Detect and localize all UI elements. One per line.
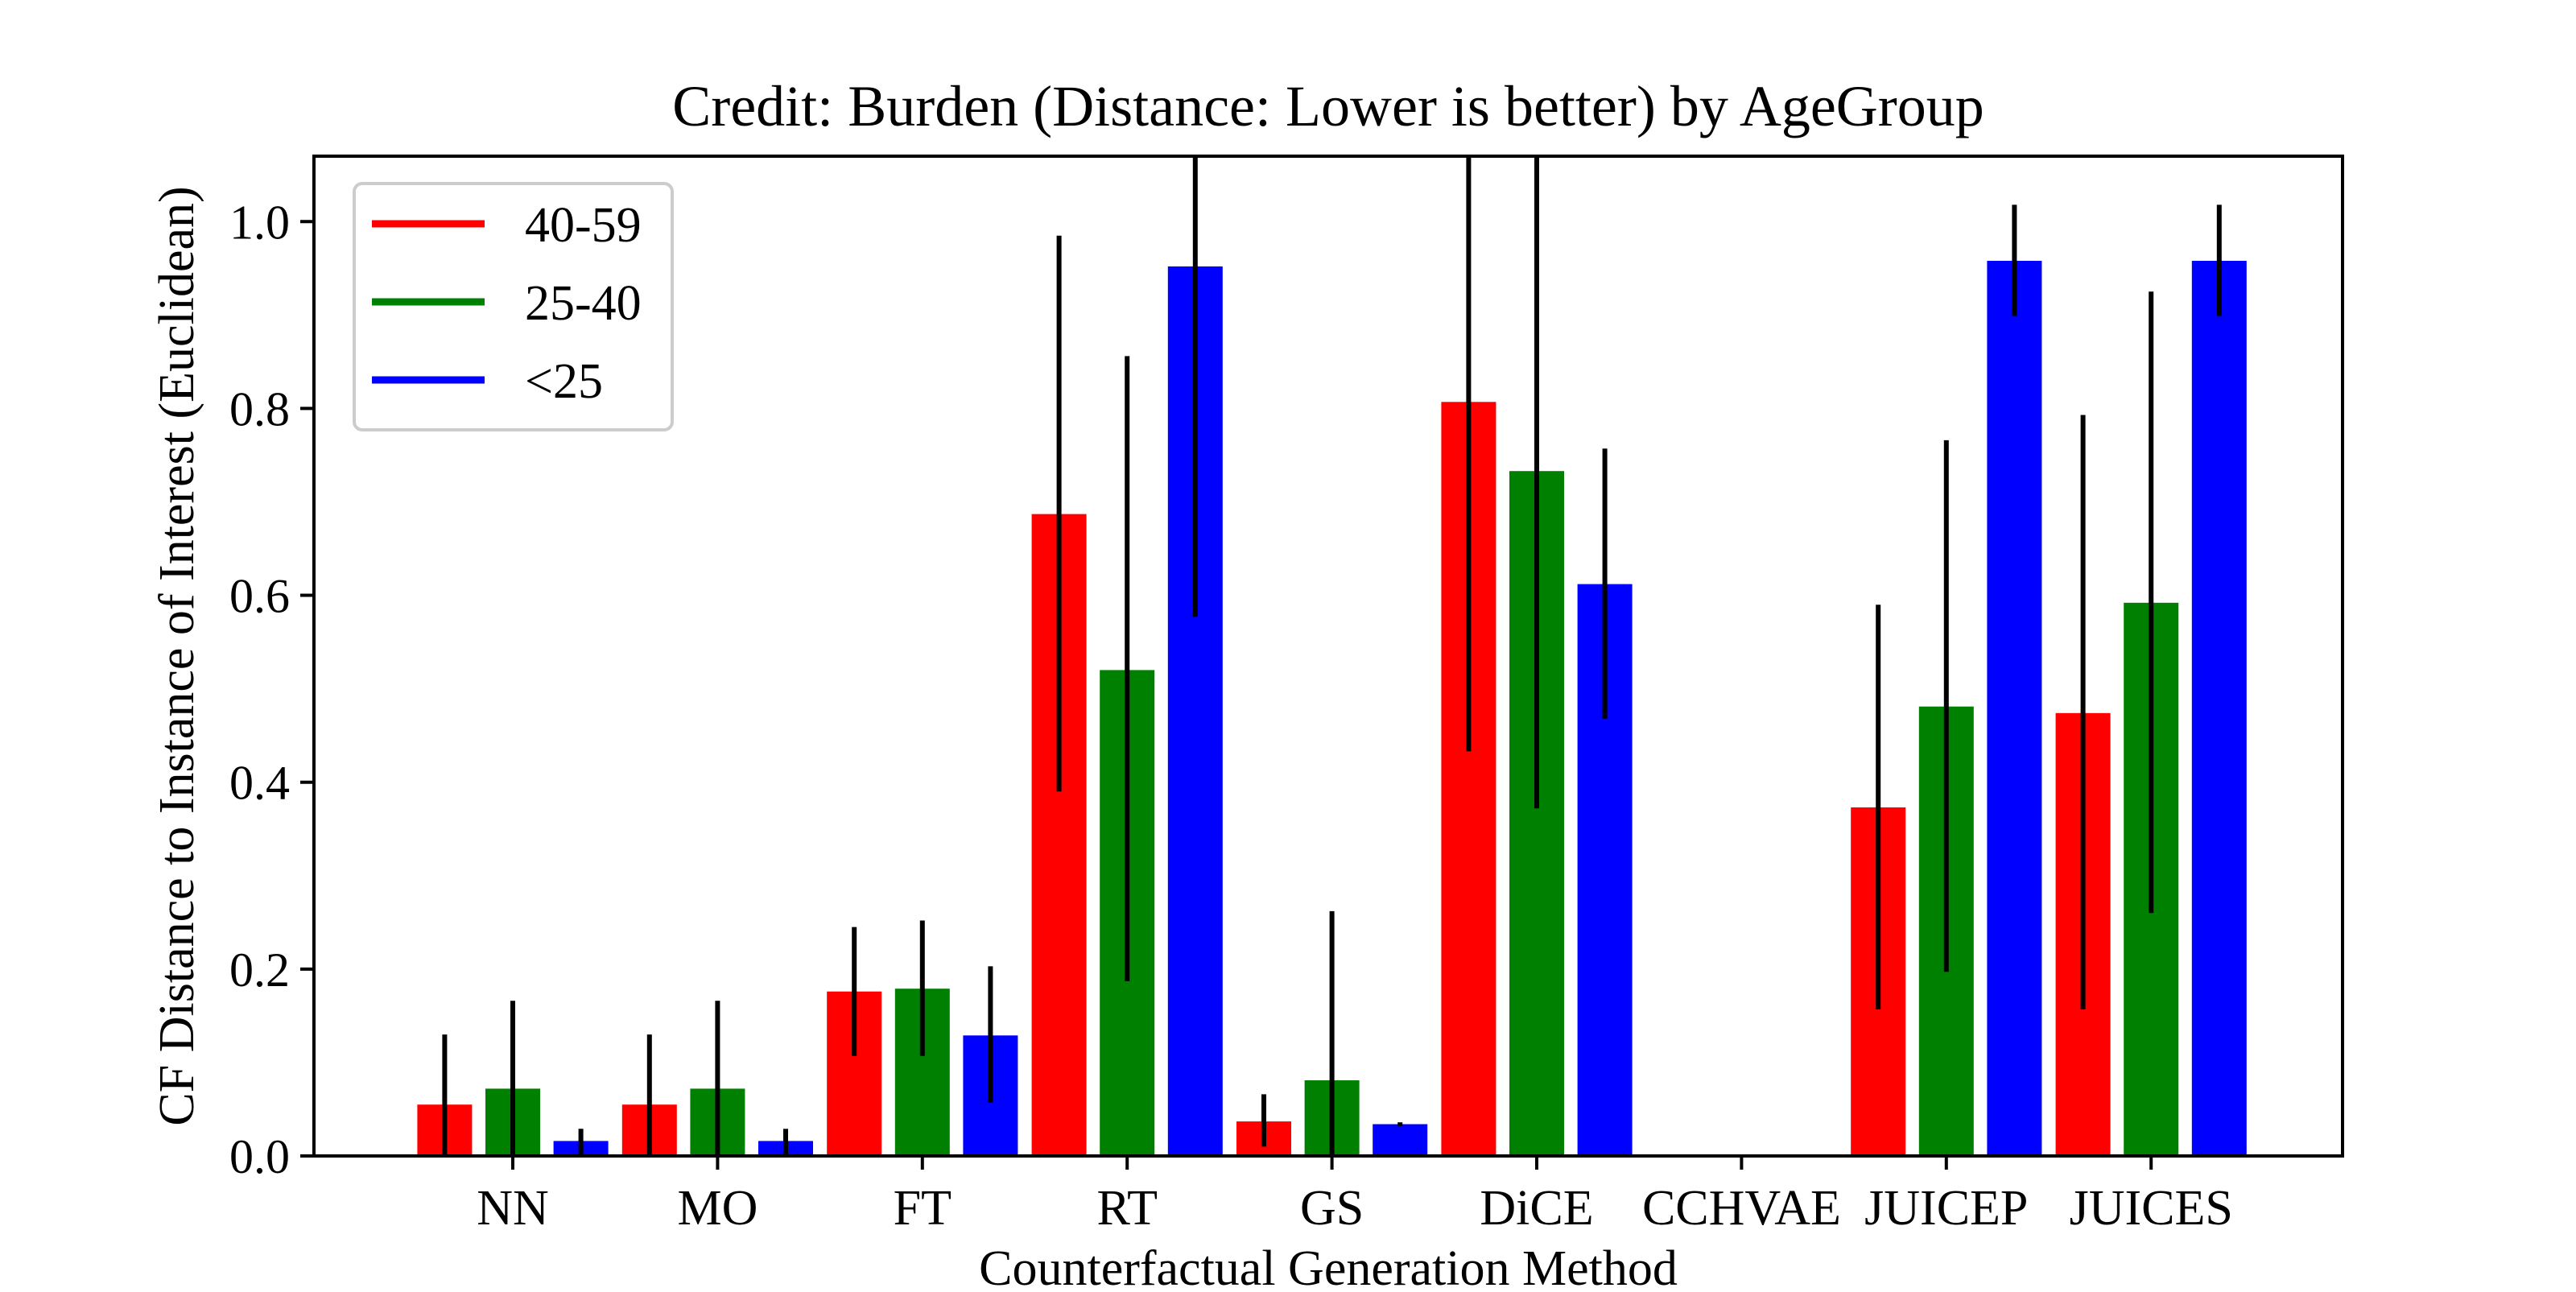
legend-label: 25-40 — [525, 276, 642, 331]
legend-box — [353, 182, 674, 431]
x-tick-label: JUICES — [2070, 1181, 2233, 1236]
x-tick-label: MO — [677, 1181, 758, 1236]
y-tick-label: 0.2 — [229, 943, 290, 997]
x-axis-label: Counterfactual Generation Method — [979, 1241, 1678, 1288]
x-axis: NN MO FT RT GS DiCE CCHVAE JUICEP JUICES — [477, 1156, 2233, 1236]
y-axis-label: CF Distance to Instance of Interest (Euc… — [150, 186, 204, 1125]
bar-juicep-lt25 — [1987, 261, 2042, 1156]
bar-gs-lt25 — [1373, 1124, 1428, 1156]
x-tick-label: FT — [894, 1181, 952, 1236]
y-tick-label: 0.8 — [229, 382, 290, 435]
legend-label: <25 — [525, 354, 603, 409]
x-tick-label: CCHVAE — [1642, 1181, 1841, 1236]
x-tick-label: NN — [477, 1181, 549, 1236]
y-tick-label: 0.0 — [229, 1130, 290, 1183]
x-tick-label: JUICEP — [1864, 1181, 2028, 1236]
chart-title: Credit: Burden (Distance: Lower is bette… — [672, 74, 1984, 138]
error-bars-layer — [442, 156, 2222, 1156]
y-tick-label: 1.0 — [229, 196, 290, 249]
plot-frame — [312, 155, 2344, 1158]
legend-label: 40-59 — [525, 198, 642, 253]
y-axis: 0.0 0.2 0.4 0.6 0.8 1.0 — [229, 196, 314, 1183]
y-tick-label: 0.6 — [229, 570, 290, 623]
y-tick-label: 0.4 — [229, 757, 290, 810]
x-tick-label: RT — [1096, 1181, 1158, 1236]
legend: 40-59 25-40 <25 — [353, 182, 674, 431]
x-tick-label: DiCE — [1480, 1181, 1593, 1236]
x-tick-label: GS — [1300, 1181, 1364, 1236]
bar-juices-lt25 — [2191, 261, 2247, 1156]
